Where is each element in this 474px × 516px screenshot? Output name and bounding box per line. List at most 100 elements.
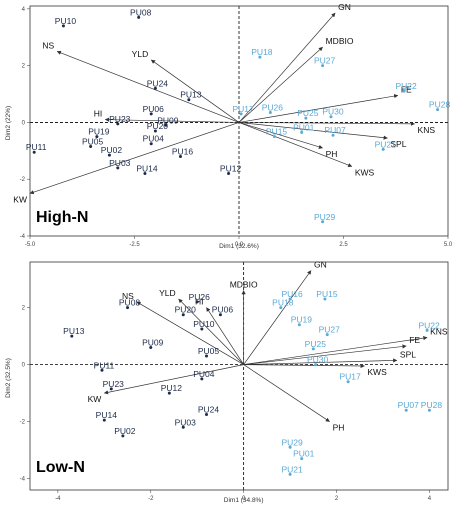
data-point <box>279 306 283 310</box>
point-label: PU21 <box>281 464 303 474</box>
plot-border <box>29 5 449 237</box>
data-point <box>331 133 335 137</box>
vector-arrow <box>243 270 312 365</box>
data-point <box>178 154 182 158</box>
point-label: PU25 <box>297 108 319 118</box>
x-tick-label: -2.5 <box>129 242 140 248</box>
point-label: PU28 <box>429 100 451 110</box>
data-point <box>200 327 204 331</box>
point-label: PU17 <box>232 104 254 114</box>
data-point <box>288 445 292 449</box>
x-tick-label: 0.0 <box>235 242 244 248</box>
data-point <box>102 418 106 422</box>
vector-label: PH <box>333 423 345 433</box>
data-point <box>300 457 304 461</box>
data-point <box>153 129 157 133</box>
panel-high-n: -5.0 -2.5 0.0 2.5 5.0 -4 -2 0 2 4 Dim1 (32.6%) Dim2… <box>5 2 453 250</box>
vector-label: GN <box>338 2 351 12</box>
y-axis-label: Dim2 (22%) <box>5 106 12 140</box>
point-label: PU24 <box>147 78 169 88</box>
point-label: PU06 <box>212 305 234 315</box>
data-point <box>314 363 318 367</box>
vector-label: KWS <box>355 167 375 177</box>
y-tick-label: 0 <box>22 120 26 126</box>
point-label: PU29 <box>314 212 336 222</box>
point-label: PU06 <box>143 104 165 114</box>
point-label: PU13 <box>63 326 85 336</box>
point-label: PU01 <box>293 122 315 132</box>
vector-arrow <box>56 50 240 123</box>
x-tick-label: -4 <box>55 496 61 502</box>
point-label: PU03 <box>109 158 131 168</box>
point-label: PU01 <box>293 449 315 459</box>
data-point <box>61 24 65 28</box>
data-point <box>195 300 199 304</box>
vector-arrow <box>178 298 244 365</box>
point-label: PU26 <box>189 292 211 302</box>
data-point <box>321 220 325 224</box>
point-label: PU22 <box>395 81 417 91</box>
data-point <box>204 412 208 416</box>
point-label: PU20 <box>175 305 197 315</box>
point-label: PU23 <box>103 379 125 389</box>
data-point <box>126 306 130 310</box>
point-label: PU30 <box>322 107 344 117</box>
point-label: PU29 <box>281 437 303 447</box>
point-label: PU24 <box>198 404 220 414</box>
vector-label: FE <box>409 335 420 345</box>
vector-label: NS <box>42 40 54 50</box>
data-point <box>200 377 204 381</box>
vector-arrow <box>243 363 365 369</box>
vector-arrow <box>243 358 398 365</box>
data-point <box>149 112 153 116</box>
data-point <box>204 354 208 358</box>
data-point <box>436 108 440 112</box>
point-label: PU23 <box>109 114 131 124</box>
vector-arrow <box>150 59 240 123</box>
data-point <box>304 116 308 120</box>
vector-label: KW <box>13 194 27 204</box>
data-point <box>325 333 329 337</box>
point-label: PU04 <box>143 134 165 144</box>
data-point <box>100 368 104 372</box>
plot-border <box>29 261 449 491</box>
point-label: PU27 <box>319 325 341 335</box>
data-point <box>149 142 153 146</box>
point-label: PU27 <box>314 56 336 66</box>
x-axis-label: Dim1 (32.6%) <box>219 243 259 250</box>
data-point <box>95 135 99 139</box>
vector-arrow <box>103 364 244 395</box>
point-label: PU09 <box>142 338 164 348</box>
data-point <box>268 110 272 114</box>
data-point <box>181 313 185 317</box>
data-point <box>297 323 301 327</box>
panel-low-n: -4 -2 0 2 4 -4 -2 0 2 Dim1 (34.8%) Dim2 (32.5%) GN M… <box>5 260 449 504</box>
point-label: PU28 <box>421 400 443 410</box>
point-label: PU09 <box>157 115 179 125</box>
vector-arrow <box>238 46 323 123</box>
y-tick-label: -4 <box>20 234 26 240</box>
data-point <box>402 89 406 93</box>
point-label: PU13 <box>180 90 202 100</box>
data-point <box>89 145 93 149</box>
vector-arrow <box>238 94 399 123</box>
point-label: PU10 <box>55 16 77 26</box>
data-point <box>427 408 431 412</box>
vector-arrow <box>238 122 388 140</box>
y-tick-label: 2 <box>22 306 26 312</box>
data-point <box>425 328 429 332</box>
vector-label: KNS <box>418 125 436 135</box>
data-point <box>153 86 157 90</box>
data-point <box>404 408 408 412</box>
data-point <box>167 391 171 395</box>
point-label: PU16 <box>281 289 303 299</box>
vector-label: KNS <box>430 327 448 337</box>
vector-label: MDBIO <box>230 280 258 290</box>
y-tick-label: 2 <box>22 64 26 70</box>
point-label: PU07 <box>398 400 420 410</box>
point-label: PU14 <box>96 410 118 420</box>
data-point <box>239 112 243 116</box>
vector-label: KW <box>88 394 102 404</box>
y-tick-label: -2 <box>20 177 26 183</box>
data-point <box>218 313 222 317</box>
